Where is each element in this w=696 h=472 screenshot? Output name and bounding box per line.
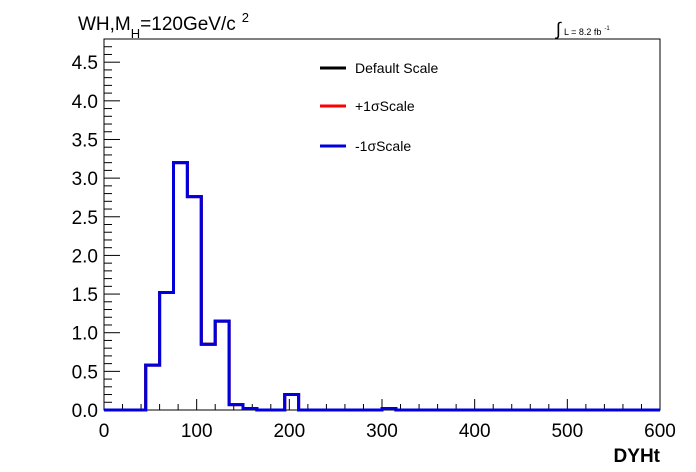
chart-title: WH,MH=120GeV/c 2 bbox=[78, 10, 249, 41]
y-tick-label: 3.0 bbox=[72, 169, 98, 190]
x-tick-label: 200 bbox=[273, 421, 305, 442]
x-tick-label: 500 bbox=[551, 421, 583, 442]
y-tick-label: 2.5 bbox=[72, 208, 98, 229]
x-tick-label: 100 bbox=[181, 421, 213, 442]
x-tick-label: 0 bbox=[99, 421, 110, 442]
series-line bbox=[104, 161, 660, 412]
y-tick-label: 0.5 bbox=[72, 362, 98, 383]
legend: Default Scale +1σScale -1σScale bbox=[320, 60, 438, 154]
x-tick-label: 300 bbox=[366, 421, 398, 442]
y-tick-label: 1.0 bbox=[72, 324, 98, 345]
x-tick-label: 400 bbox=[459, 421, 491, 442]
y-tick-label: 0.0 bbox=[72, 401, 98, 422]
y-axis: 0.0 0.5 1.0 1.5 2.0 2.5 3.0 3.5 4.0 4.5 bbox=[72, 38, 120, 422]
legend-label: -1σScale bbox=[355, 138, 411, 154]
x-axis: 0 100 200 300 400 500 600 bbox=[99, 399, 676, 442]
legend-label: +1σScale bbox=[355, 98, 415, 114]
x-axis-label: DYHt bbox=[614, 446, 661, 467]
legend-label: Default Scale bbox=[355, 60, 438, 76]
y-tick-label: 2.0 bbox=[72, 246, 98, 267]
x-tick-label: 600 bbox=[644, 421, 676, 442]
lumi-label: ∫ L = 8.2 fb -1 bbox=[554, 19, 610, 39]
series-layer bbox=[104, 161, 660, 412]
series-line bbox=[104, 161, 660, 412]
y-tick-label: 1.5 bbox=[72, 285, 98, 306]
y-tick-label: 4.5 bbox=[72, 53, 98, 74]
y-tick-label: 4.0 bbox=[72, 92, 98, 113]
y-tick-label: 3.5 bbox=[72, 130, 98, 151]
series-line bbox=[104, 161, 660, 412]
plot-frame bbox=[103, 38, 661, 411]
